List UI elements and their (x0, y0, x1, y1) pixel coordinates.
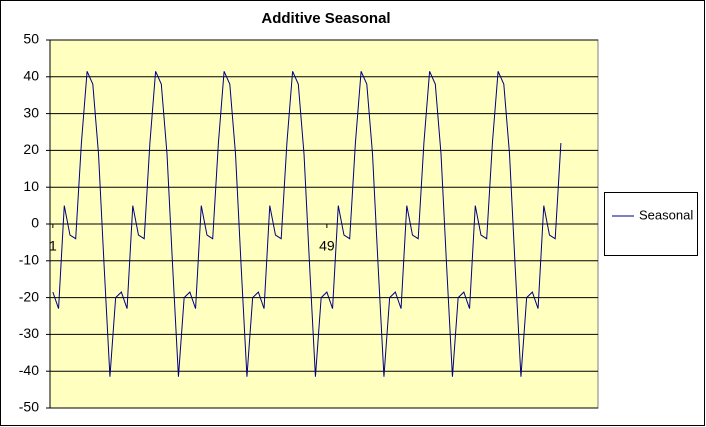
y-tick-label: -50 (19, 399, 39, 415)
y-tick-label: 40 (23, 68, 39, 84)
y-tick-label: 10 (23, 178, 39, 194)
legend (604, 192, 698, 256)
y-tick-label: 20 (23, 141, 39, 157)
y-tick-label: 30 (23, 104, 39, 120)
legend-box (604, 192, 698, 256)
y-tick-label: 50 (23, 31, 39, 47)
chart-title: Additive Seasonal (261, 10, 390, 27)
series-line (52, 71, 562, 377)
y-tick-label: 0 (31, 215, 39, 231)
y-tick-label: -20 (19, 288, 39, 304)
x-tick-label: 1 (49, 238, 57, 254)
y-tick-label: -40 (19, 362, 39, 378)
legend-label: Seasonal (639, 207, 693, 222)
x-tick-label: 49 (319, 238, 335, 254)
y-tick-label: -30 (19, 325, 39, 341)
y-tick-label: -10 (19, 252, 39, 268)
